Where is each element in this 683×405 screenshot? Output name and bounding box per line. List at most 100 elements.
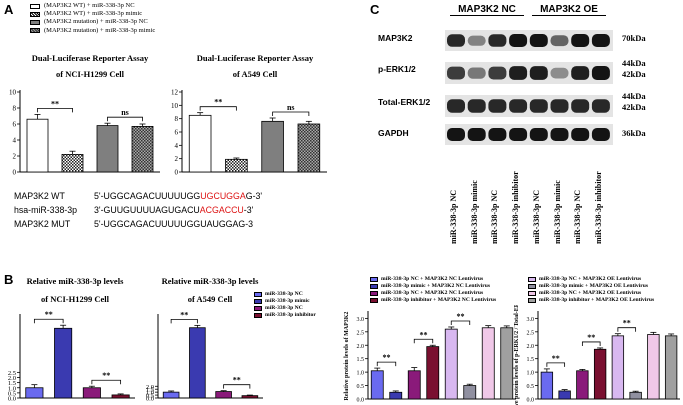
lane-label: miR-338-3p inhibitor [593,171,603,244]
chart-subtitle: of NCI-H1299 Cell [56,69,124,79]
bar [96,125,119,173]
significance-bracket [413,338,434,344]
y-tick-label: 8 [13,105,17,113]
luciferase-legend: (MAP3K2 WT) + miR-338-3p NC (MAP3K2 WT) … [30,2,155,35]
significance-label: ** [214,98,222,107]
significance-label: ** [383,353,391,362]
chart-subtitle: of A549 Cell [232,69,278,79]
bar [188,114,212,173]
blot-band [550,128,569,141]
chart-title: Dual-Luciferase Reporter Assay [196,53,314,63]
blot-strip [445,124,613,145]
blot-band [509,99,528,113]
sequence-label: hsa-miR-338-3p [14,205,78,215]
y-tick-label: 1.0 [8,385,16,392]
y-tick-label: 1.5 [146,387,154,394]
y-axis-label: Relative protein levels of p-ERK1/2 / To… [514,305,520,405]
bar [576,370,589,400]
legend-label: (MAP3K2 WT) + miR-338-3p mimic [44,10,143,18]
bar [131,126,154,173]
sequence-label: MAP3K2 MUT [14,219,71,229]
significance-bracket [170,318,198,324]
legend-label: miR-338-3p NC + MAP3K2 OE Lentivirus [539,290,642,296]
y-tick-label: 2.5 [8,370,16,377]
significance-bracket [272,111,310,116]
sequence-row: MAP3K2 WT 5'-UGGCAGACUUUUUGGUGCUGGAG-3' [14,189,262,203]
blot-band [467,99,486,113]
blot-row-label: GAPDH [378,128,409,138]
y-tick-label: 8 [175,115,179,123]
lane-label: miR-338-3p NC [573,190,583,244]
y-tick-label: 2 [175,155,179,163]
bar [261,120,284,173]
chart-title: Relative miR-338-3p levels [161,276,259,286]
significance-label: ** [552,354,560,363]
blot-band [509,66,528,80]
y-tick-label: 2.0 [8,375,16,382]
bar [297,123,321,173]
lane-label: miR-338-3p NC [490,190,500,244]
bar [540,371,554,400]
protein-legend-oe: miR-338-3p NC + MAP3K2 OE Lentivirus miR… [528,276,654,304]
kda-label: 42kDa [622,102,646,112]
blot-band [447,128,465,141]
sequence-highlight: ACGACCU [199,205,244,215]
bar [481,327,495,400]
legend-item: (MAP3K2 WT) + miR-338-3p NC [30,2,155,10]
blot-strip [445,95,613,117]
legend-label: miR-338-3p mimic + MAP3K2 NC Lentivirus [381,283,490,289]
legend-label: miR-338-3p NC + MAP3K2 NC Lentivirus [381,276,484,282]
blot-band [571,99,590,113]
blot-row-label: Total-ERK1/2 [378,97,431,107]
mir-legend: miR-338-3p NC miR-338-3p mimic miR-338-3… [254,291,316,319]
legend-item: miR-338-3p NC + MAP3K2 NC Lentivirus [370,290,496,297]
kda-label: 42kDa [622,69,646,79]
significance-label: ** [623,319,631,328]
legend-label: (MAP3K2 WT) + miR-338-3p NC [44,2,135,9]
chart-subtitle: of NCI-H1299 Cell [41,294,109,304]
bar [162,391,180,399]
blot-band [467,35,486,46]
significance-label: ns [287,103,295,112]
legend-label: (MAP3K2 mutation) + miR-338-3p mimic [44,26,156,34]
blot-band [529,66,548,80]
significance-bracket [617,327,637,332]
significance-label: ** [457,312,465,321]
y-tick-label: 10 [171,102,179,110]
legend-label: miR-338-3p mimic + MAP3K2 OE Lentivirus [539,283,648,289]
y-tick-label: 2.0 [357,344,365,350]
blot-band [591,66,610,80]
bar [26,118,49,173]
bar [558,390,571,400]
bar [426,346,440,400]
bar [389,391,403,400]
legend-label: miR-338-3p inhibitor + MAP3K2 OE Lentivi… [539,297,655,303]
significance-label: ** [51,99,59,108]
legend-label: miR-338-3p inhibitor [265,312,316,318]
bar [444,328,458,400]
kda-label: 36kDa [622,128,646,138]
legend-label: miR-338-3p NC + MAP3K2 NC Lentivirus [381,290,484,296]
blot-band [550,35,569,47]
bar [215,391,232,399]
blot-strip [445,30,613,51]
significance-label: ** [102,371,110,380]
legend-item: miR-338-3p NC + MAP3K2 OE Lentivirus [528,290,654,297]
blot-band [488,34,507,47]
y-tick-label: 0.5 [8,390,16,397]
legend-item: miR-338-3p NC [254,305,316,312]
legend-item: (MAP3K2 mutation) + miR-338-3p mimic [30,27,155,35]
y-tick-label: 3.0 [527,317,535,323]
sequence-row: MAP3K2 MUT 5'-UGGCAGACUUUUUGGUAUGGAG-3 [14,217,262,231]
significance-bracket [376,361,397,367]
significance-bracket [107,116,143,122]
legend-item: miR-338-3p mimic + MAP3K2 OE Lentivirus [528,283,654,290]
sequence-highlight: UGCUGGA [200,191,246,201]
blot-band [447,66,465,80]
y-tick-label: 6 [175,129,179,137]
blot-row-label: MAP3K2 [378,33,413,43]
sequence-text: G-3' [245,191,263,201]
y-tick-label: 2.5 [527,330,535,336]
lane-label: miR-338-3p mimic [552,180,562,244]
panel-letter-b: B [4,272,14,287]
